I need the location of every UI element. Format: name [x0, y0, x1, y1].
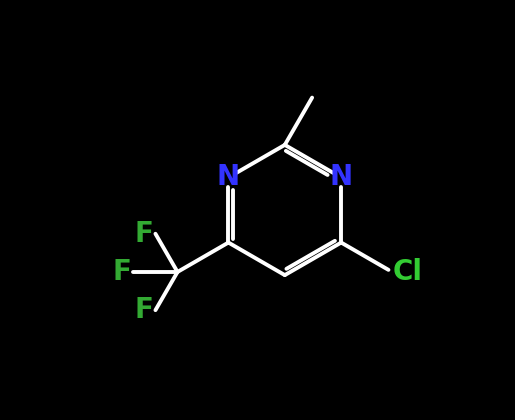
Text: F: F: [112, 258, 131, 286]
Text: N: N: [217, 163, 240, 192]
Text: F: F: [134, 296, 153, 324]
Text: F: F: [134, 220, 153, 248]
Text: Cl: Cl: [392, 258, 423, 286]
Text: N: N: [330, 163, 353, 192]
